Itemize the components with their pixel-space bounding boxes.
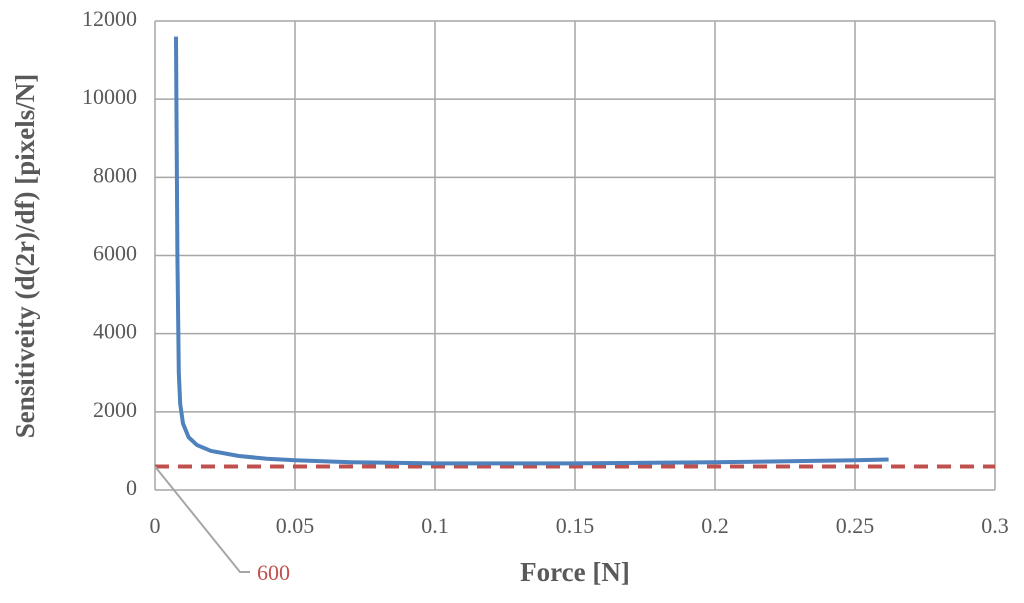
x-tick-label: 0.15 <box>556 513 595 538</box>
x-tick-label: 0 <box>150 513 161 538</box>
x-tick-label: 0.05 <box>276 513 315 538</box>
x-tick-label: 0.25 <box>836 513 875 538</box>
x-axis-title: Force [N] <box>520 557 630 587</box>
y-tick-label: 4000 <box>93 319 137 344</box>
x-tick-label: 0.2 <box>701 513 729 538</box>
leader-line <box>154 465 250 573</box>
y-tick-label: 2000 <box>93 397 137 422</box>
data-line <box>174 36 889 466</box>
y-tick-label: 0 <box>126 475 137 500</box>
y-axis-title: Sensitiveity (d(2r)/df) [pixels/N] <box>10 74 40 438</box>
y-tick-label: 6000 <box>93 241 137 266</box>
reference-label: 600 <box>257 560 290 585</box>
y-tick-label: 8000 <box>93 162 137 187</box>
y-tick-label: 12000 <box>82 6 137 31</box>
x-tick-label: 0.3 <box>981 513 1009 538</box>
x-tick-label: 0.1 <box>421 513 449 538</box>
y-tick-label: 10000 <box>82 84 137 109</box>
